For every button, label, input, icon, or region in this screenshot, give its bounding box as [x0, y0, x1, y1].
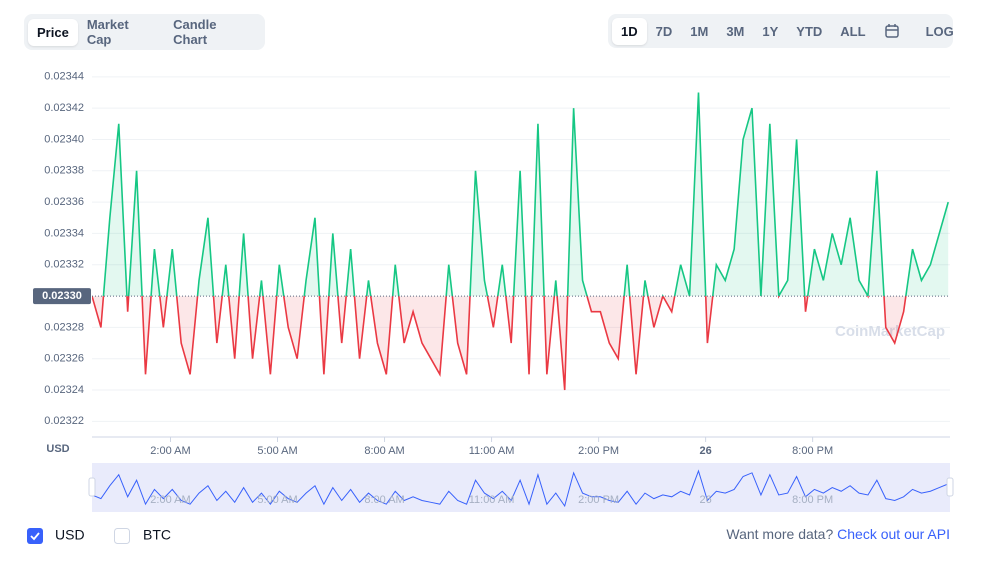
range-bar: 1D 7D 1M 3M 1Y YTD ALL LOG	[608, 14, 954, 48]
range-button[interactable]: YTD	[796, 23, 823, 39]
y-tick-label: 0.02336	[44, 196, 84, 208]
y-tick-label: 0.02322	[44, 415, 84, 427]
navigator	[92, 463, 950, 512]
navigator-tick-label: 8:00 AM	[364, 494, 404, 506]
x-tick-label: 2:00 AM	[150, 445, 190, 457]
footer-link[interactable]: Check out our API	[837, 526, 950, 542]
range-button[interactable]: 1D	[612, 17, 647, 45]
navigator-tick-label: 2:00 AM	[150, 494, 190, 506]
navigator-handle[interactable]	[88, 477, 96, 497]
y-tick-label: 0.02324	[44, 384, 84, 396]
y-tick-label: 0.02332	[44, 259, 84, 271]
navigator-tick-label: 5:00 AM	[257, 494, 297, 506]
line-down	[92, 296, 907, 391]
x-tick-label: 5:00 AM	[257, 445, 297, 457]
log-button[interactable]: LOG	[925, 23, 954, 39]
footer-question: Want more data?	[726, 526, 833, 542]
checkbox-btc[interactable]	[114, 528, 130, 544]
check-mark	[30, 532, 40, 541]
range-button[interactable]: ALL	[840, 23, 866, 39]
y-tick-label: 0.02338	[44, 165, 84, 177]
navigator-tick-label: 26	[699, 494, 711, 506]
range-button[interactable]: 1Y	[762, 23, 779, 39]
calendar-button[interactable]	[875, 17, 909, 46]
tab-bar: Price Market Cap Candle Chart	[24, 14, 265, 50]
navigator-handle[interactable]	[946, 477, 954, 497]
tab[interactable]: Market Cap	[86, 17, 129, 47]
x-tick-label: 11:00 AM	[469, 445, 515, 457]
legend-label: BTC	[143, 527, 171, 543]
x-tick-label: 8:00 AM	[364, 445, 404, 457]
y-tick-label: 0.02342	[44, 102, 84, 114]
area-up	[103, 92, 949, 297]
y-tick-label: 0.02334	[44, 227, 84, 239]
y-axis-label: USD	[46, 443, 69, 455]
tab[interactable]: Price	[28, 18, 78, 46]
watermark: CoinMarketCap	[835, 323, 945, 340]
navigator-line	[91, 469, 949, 508]
baseline-label: 0.02330	[42, 290, 82, 302]
footer: Want more data? Check out our API	[726, 526, 950, 542]
tab[interactable]: Candle Chart	[173, 17, 217, 47]
x-tick-label: 8:00 PM	[792, 445, 833, 457]
y-tick-label: 0.02326	[44, 353, 84, 365]
y-tick-label: 0.02340	[44, 133, 84, 145]
checkbox-usd[interactable]	[27, 528, 43, 544]
navigator-tick-label: 8:00 PM	[792, 494, 833, 506]
navigator-tick-label: 11:00 AM	[469, 494, 515, 506]
range-button[interactable]: 1M	[690, 23, 709, 39]
line-up	[92, 92, 949, 297]
baseline-badge	[33, 288, 91, 305]
range-button[interactable]: 7D	[655, 23, 673, 39]
y-tick-label: 0.02344	[44, 71, 84, 83]
x-tick-label: 2:00 PM	[578, 445, 619, 457]
x-tick-label: 26	[699, 445, 711, 457]
y-tick-label: 0.02328	[44, 321, 84, 333]
legend-label: USD	[55, 527, 85, 543]
range-button[interactable]: 3M	[726, 23, 745, 39]
navigator-tick-label: 2:00 PM	[578, 494, 619, 506]
